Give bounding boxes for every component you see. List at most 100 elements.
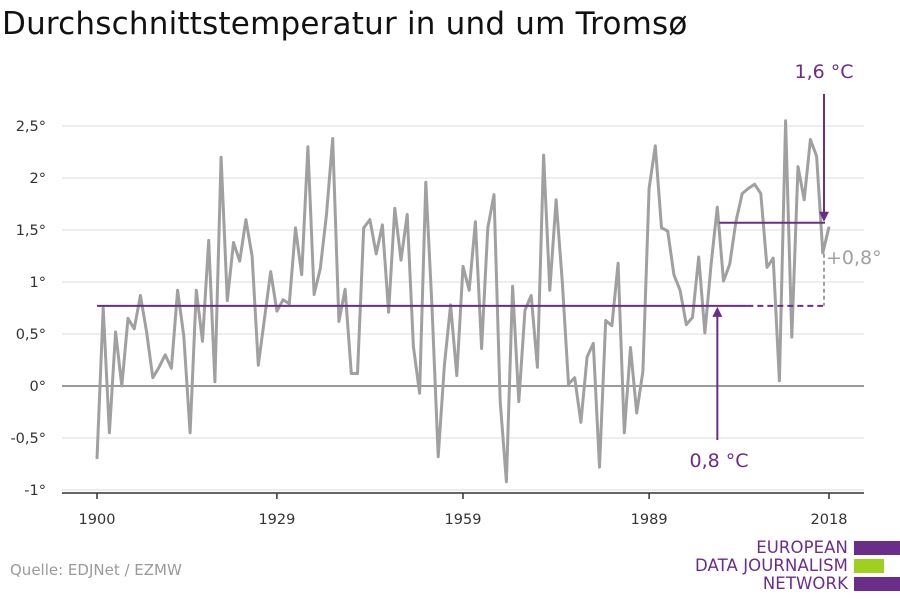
data-point [127,317,129,319]
data-point [406,213,408,215]
data-point [685,324,687,326]
data-point [611,325,613,327]
data-point [363,227,365,229]
data-point [654,145,656,147]
data-point [369,219,371,221]
data-point [115,331,117,333]
data-point [549,289,551,291]
data-point [263,317,266,319]
data-point [667,230,669,232]
data-point [586,356,588,358]
data-point [760,193,762,195]
data-point [102,307,104,309]
data-point [580,421,582,423]
data-point [232,241,235,244]
data-point [598,466,601,468]
data-point [623,432,625,434]
edjnet-logo: EUROPEAN DATA JOURNALISM NETWORK [680,538,900,598]
annotation-difference: +0,8° [826,247,882,269]
data-point [96,458,98,460]
logo-bar-green [854,559,884,573]
data-point [722,280,725,282]
data-point [344,288,346,290]
data-point [822,252,824,254]
data-point [815,155,818,157]
data-point [636,412,638,414]
data-point [133,328,135,330]
data-point [301,274,303,276]
data-point [183,335,185,337]
data-point [294,227,297,229]
data-point [381,224,383,226]
data-point [332,137,334,140]
data-point [499,401,501,403]
arrow-recent-head [819,211,829,222]
data-point [195,289,197,291]
data-point [170,367,173,369]
data-point [605,319,607,322]
data-point [276,310,278,312]
data-point [481,347,483,350]
data-point [673,274,675,276]
data-point [350,372,352,375]
data-point [418,392,421,394]
data-point [251,255,253,257]
data-point [536,366,539,368]
data-point [772,257,774,259]
data-point [400,259,402,261]
chart-title: Durchschnittstemperatur in und um Tromsø [2,6,688,42]
y-tick-label: -1° [24,483,46,499]
data-point [245,219,247,221]
data-point [505,481,508,483]
data-point [753,183,756,185]
data-point [220,156,222,158]
y-tick-label: 2° [30,171,46,187]
data-point [617,262,619,264]
data-point [356,372,359,375]
data-point [766,266,768,269]
logo-bar-purple-bottom [854,577,900,591]
y-tick-label: 0° [30,379,46,395]
x-tick-label: 2018 [811,512,848,528]
data-point [226,300,228,302]
data-point [567,383,570,385]
data-point [108,432,111,434]
data-point [468,289,470,291]
logo-line-1: EUROPEAN [756,538,848,557]
data-point [214,381,216,383]
data-point [524,309,526,311]
data-point [592,342,594,344]
x-tick-label: 1959 [445,512,482,528]
annotation-recent-mean: 1,6 °C [794,61,853,83]
data-point [518,401,520,403]
data-point [177,289,179,291]
logo-bar-purple-top [854,541,900,555]
data-point [803,199,805,201]
y-tick-label: 1° [30,275,46,291]
data-point [691,316,694,318]
data-point [307,146,309,148]
data-point [530,294,532,297]
data-point [139,294,142,297]
data-point [512,285,514,287]
data-point [555,199,557,201]
data-point [282,299,284,301]
data-point [784,120,787,122]
data-point [443,364,445,366]
source-note: Quelle: EDJNet / EZMW [10,561,182,579]
data-point [239,260,241,262]
x-tick-label: 1929 [258,512,295,528]
data-point [288,303,290,305]
y-tick-label: 0,5° [16,327,46,343]
data-point [412,345,414,348]
data-point [828,226,830,228]
data-point [679,289,681,291]
data-point [257,364,259,366]
data-point [164,354,166,356]
data-point [710,263,712,265]
data-point [729,263,731,265]
x-tick-label: 1989 [631,512,668,528]
x-tick-label: 1900 [79,512,116,528]
data-point [543,154,545,156]
